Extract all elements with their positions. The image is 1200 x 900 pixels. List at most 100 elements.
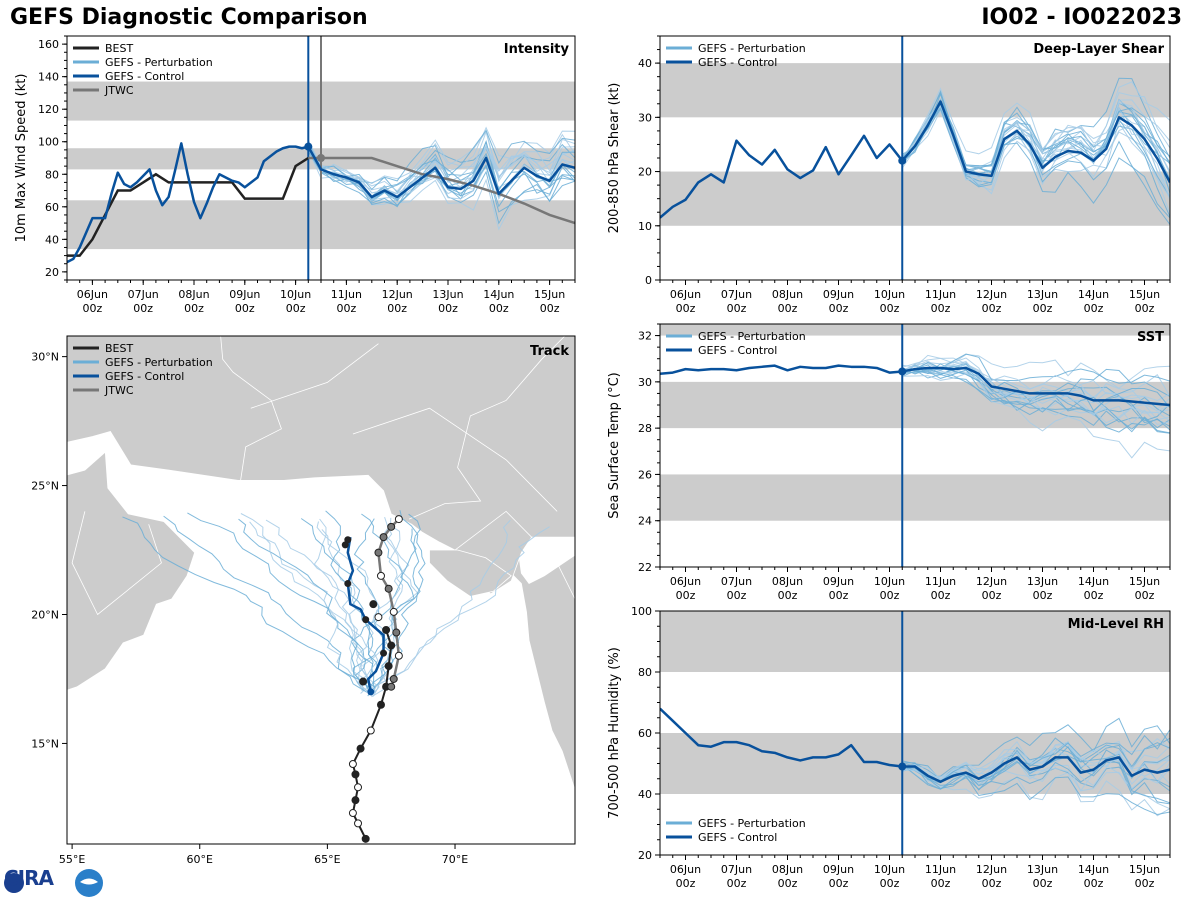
cira-logo-swirl xyxy=(80,878,98,885)
sst-xtick-hour-5: 00z xyxy=(931,589,951,602)
sst-xtick-date-2: 08Jun xyxy=(772,575,803,588)
track-land xyxy=(67,336,575,792)
track-jtwc-dot-3 xyxy=(392,628,401,637)
shear-series xyxy=(660,100,1170,219)
sst-series xyxy=(660,364,1170,407)
shear-xtick-hour-0: 00z xyxy=(676,302,696,315)
sst-perturbation-line-12 xyxy=(902,357,1170,405)
track-perturbation-line-6 xyxy=(356,517,401,691)
shear-legend-label-1: GEFS - Control xyxy=(698,56,777,69)
intensity-xtick-hour-4: 00z xyxy=(286,302,306,315)
rh-perturbation-line-15 xyxy=(901,745,1170,804)
rh-xtick-hour-7: 00z xyxy=(1033,877,1053,890)
sst-ytick-label-1: 24 xyxy=(638,515,652,528)
shear-xtick-date-1: 07Jun xyxy=(721,288,752,301)
shear-band-1 xyxy=(660,63,1170,118)
track-control-dot-0 xyxy=(367,688,375,696)
intensity-ytick-label-4: 100 xyxy=(38,136,59,149)
sst-control-line xyxy=(660,364,1170,407)
track-control-dot-5 xyxy=(344,536,352,544)
sst-perturbation-line-17 xyxy=(902,369,1170,434)
shear-xtick-date-8: 14Jun xyxy=(1078,288,1109,301)
track-title: Track xyxy=(530,344,569,359)
shear-ytick-label-2: 20 xyxy=(638,166,652,179)
rh-control-line xyxy=(660,707,1170,784)
shear-xtick-hour-3: 00z xyxy=(829,302,849,315)
pakistan-india-border xyxy=(408,336,566,520)
rh-xtick-date-0: 06Jun xyxy=(670,863,701,876)
cira-logo-mark xyxy=(4,869,103,897)
track-best-dot-9 xyxy=(376,700,385,709)
track-ytick-label-2: 25°N xyxy=(31,480,59,493)
track-best-dot-1 xyxy=(354,819,363,828)
sst-xtick-hour-9: 00z xyxy=(1135,589,1155,602)
sst-init-dot xyxy=(898,367,907,376)
shear-xtick-date-6: 12Jun xyxy=(976,288,1007,301)
shear-xtick-hour-1: 00z xyxy=(727,302,747,315)
intensity-perturbation-line-14 xyxy=(307,144,575,195)
intensity-ytick-label-3: 80 xyxy=(45,168,59,181)
rh-ylabel: 700-500 hPa Humidity (%) xyxy=(607,647,622,819)
shear-xtick-date-9: 15Jun xyxy=(1129,288,1160,301)
intensity-xtick-date-0: 06Jun xyxy=(77,288,108,301)
sst-title: SST xyxy=(1137,330,1164,345)
province-border-2 xyxy=(250,343,379,409)
intensity-perturbation-line-13 xyxy=(307,129,575,191)
cira-logo-globe-left xyxy=(4,873,24,893)
track-jtwc-dot-4 xyxy=(389,607,398,616)
track-best-dot-8 xyxy=(366,726,375,735)
kathiawar-peninsula xyxy=(429,549,512,597)
shear-xtick-date-5: 11Jun xyxy=(925,288,956,301)
track-best-dot-7 xyxy=(356,744,365,753)
sst-legend-label-1: GEFS - Control xyxy=(698,344,777,357)
sst-perturbation-line-13 xyxy=(902,353,1170,384)
intensity-legend-label-3: JTWC xyxy=(104,84,134,97)
sst-xtick-date-7: 13Jun xyxy=(1027,575,1058,588)
sst-legend-label-0: GEFS - Perturbation xyxy=(698,330,806,343)
track-xtick-label-0: 55°E xyxy=(59,853,85,866)
shear-xtick-date-2: 08Jun xyxy=(772,288,803,301)
intensity-xtick-hour-3: 00z xyxy=(235,302,255,315)
rh-xtick-date-5: 11Jun xyxy=(925,863,956,876)
rh-perturbation-line-9 xyxy=(902,746,1170,791)
sst-xtick-date-9: 15Jun xyxy=(1129,575,1160,588)
track-perturbation-line-7 xyxy=(163,515,368,693)
rh-title: Mid-Level RH xyxy=(1068,617,1164,632)
sst-xtick-hour-8: 00z xyxy=(1084,589,1104,602)
intensity-xtick-date-1: 07Jun xyxy=(128,288,159,301)
track-perturbation-line-14 xyxy=(240,513,368,692)
track-perturbation-line-11 xyxy=(325,510,376,692)
sst-band-0 xyxy=(660,474,1170,521)
track-ytick-label-0: 15°N xyxy=(31,737,59,750)
track-jtwc-dot-7 xyxy=(374,548,383,557)
track-xtick-label-3: 70°E xyxy=(442,853,468,866)
track-control-line xyxy=(346,536,385,693)
track-panel: 55°E 60°E 65°E 70°E 15°N 20°N 25°N 30°N Track BES… xyxy=(31,335,576,866)
shear-xtick-hour-6: 00z xyxy=(982,302,1002,315)
intensity-ytick-label-5: 120 xyxy=(38,103,59,116)
track-jtwc-dot-0 xyxy=(387,682,396,691)
track-jtwc-dot-10 xyxy=(394,515,403,524)
track-best-dot-2 xyxy=(348,809,357,818)
sst-xtick-date-8: 14Jun xyxy=(1078,575,1109,588)
track-best-dot-6 xyxy=(348,760,357,769)
track-best-dot-0 xyxy=(361,834,370,843)
track-perturbation-line-0 xyxy=(360,516,404,694)
sst-panel: 22242628303206Jun00z07Jun00z08Jun00z09Ju… xyxy=(607,323,1171,602)
storm-id: IO02 - IO022023 xyxy=(981,5,1182,30)
intensity-xtick-date-3: 09Jun xyxy=(229,288,260,301)
sst-band-1 xyxy=(660,381,1170,429)
track-perturbation-line-19 xyxy=(187,512,374,691)
track-legend-label-3: JTWC xyxy=(104,384,134,397)
sst-xtick-date-1: 07Jun xyxy=(721,575,752,588)
intensity-xtick-hour-0: 00z xyxy=(83,302,103,315)
shear-xtick-hour-7: 00z xyxy=(1033,302,1053,315)
intensity-title: Intensity xyxy=(504,42,570,57)
sst-ytick-label-3: 28 xyxy=(638,422,652,435)
sst-perturbation-line-2 xyxy=(902,353,1170,389)
sst-ytick-label-0: 22 xyxy=(638,561,652,574)
intensity-xtick-date-7: 13Jun xyxy=(432,288,463,301)
sst-perturbation-line-14 xyxy=(902,361,1170,412)
shear-ytick-label-1: 10 xyxy=(638,220,652,233)
intensity-xtick-date-9: 15Jun xyxy=(534,288,565,301)
